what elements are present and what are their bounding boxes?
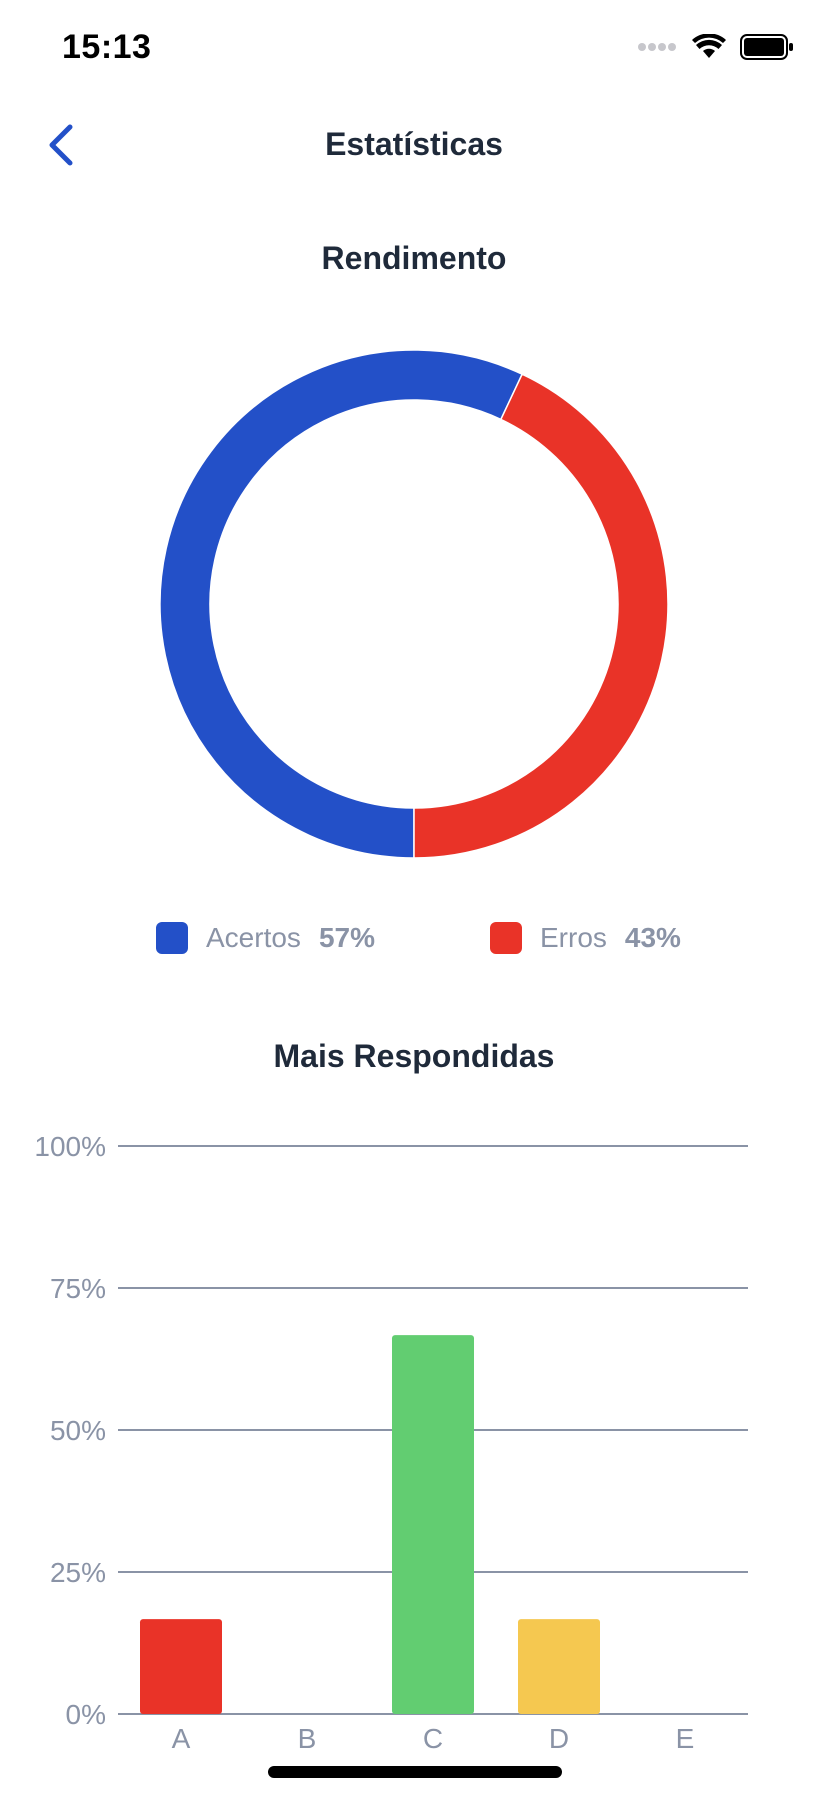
x-tick-label-c: C [423,1723,443,1754]
performance-legend: Acertos 57% Erros 43% [0,922,828,962]
y-tick-label: 0% [66,1699,106,1730]
most-answered-title: Mais Respondidas [273,1038,555,1074]
chevron-left-icon [49,124,73,166]
battery-icon [740,34,793,60]
legend-value-erros: 43% [624,922,681,953]
performance-title: Rendimento [321,240,507,276]
status-icons [638,34,794,60]
signal-dots-icon [638,43,676,51]
x-tick-label-e: E [676,1723,695,1754]
x-tick-label-a: A [172,1723,191,1754]
legend-label-acertos: Acertos [206,922,301,953]
donut-svg [159,349,669,859]
status-bar: 15:13 [0,0,828,100]
x-tick-label-b: B [298,1723,317,1754]
home-indicator[interactable] [268,1766,562,1778]
legend-item-erros: Erros 43% [490,922,681,954]
status-time: 15:13 [62,28,152,66]
bar-c [392,1335,474,1714]
bar-d [518,1619,600,1714]
most-answered-bar-chart: 0% 25% 50% 75% 100% A B C D E [0,1120,828,1792]
legend-label-erros: Erros [540,922,607,953]
donut-slice-erros [413,373,669,859]
y-tick-label: 50% [50,1415,106,1446]
donut-slice-acertos [159,349,524,859]
y-tick-label: 75% [50,1273,106,1304]
legend-swatch-erros [490,922,522,954]
nav-bar: Estatísticas [0,100,828,190]
legend-item-acertos: Acertos 57% [156,922,375,954]
wifi-icon [692,34,726,58]
performance-donut-chart [158,348,670,860]
page-title: Estatísticas [325,126,503,162]
legend-value-acertos: 57% [318,922,375,953]
x-tick-label-d: D [549,1723,569,1754]
bar-a [140,1619,222,1714]
y-tick-label: 25% [50,1557,106,1588]
back-button[interactable] [36,120,86,170]
bar-svg: 0% 25% 50% 75% 100% A B C D E [34,1131,748,1754]
y-tick-label: 100% [34,1131,106,1162]
legend-swatch-acertos [156,922,188,954]
